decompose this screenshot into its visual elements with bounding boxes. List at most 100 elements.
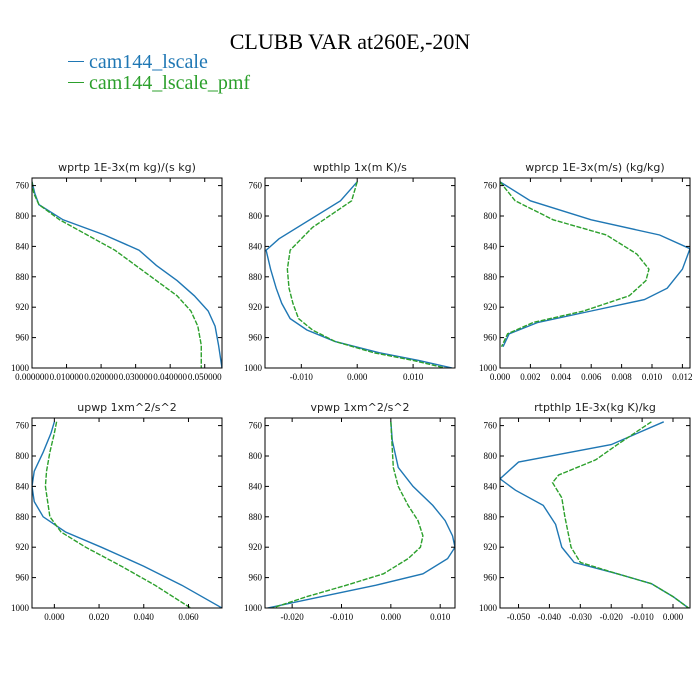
x-tick-label: -0.010 (330, 612, 354, 622)
y-tick-label: 840 (16, 241, 30, 251)
y-tick-label: 880 (484, 512, 498, 522)
y-tick-label: 840 (249, 241, 263, 251)
series-line (286, 181, 449, 368)
y-tick-label: 760 (249, 181, 263, 191)
y-tick-label: 840 (484, 241, 498, 251)
y-tick-label: 920 (249, 542, 263, 552)
y-tick-label: 760 (16, 421, 30, 431)
y-tick-label: 840 (484, 481, 498, 491)
panel-title: wprtp 1E-3x(m kg)/(s kg) (58, 161, 196, 174)
y-tick-label: 800 (249, 451, 263, 461)
chart-panel: vpwp 1xm^2/s^2 760 800 840 880 920 960 1000 -0.0… (244, 401, 456, 622)
y-tick-label: 1000 (11, 603, 30, 613)
legend-label: cam144_lscale_pmf (89, 72, 251, 94)
panel-title: rtpthlp 1E-3x(kg K)/kg (534, 401, 656, 414)
series-line (500, 181, 650, 348)
panel-title: wpthlp 1x(m K)/s (313, 161, 407, 174)
y-tick-label: 840 (16, 481, 30, 491)
x-tick-label: 0.000 (347, 372, 368, 382)
x-tick-label: 0.040000 (153, 372, 187, 382)
x-tick-label: 0.010 (430, 612, 451, 622)
chart-panel: upwp 1xm^2/s^2 760 800 840 880 920 960 1000 0.00… (11, 401, 223, 622)
y-tick-label: 920 (484, 302, 498, 312)
series-line (500, 181, 690, 348)
panel-title: vpwp 1xm^2/s^2 (310, 401, 409, 414)
y-tick-label: 920 (16, 542, 30, 552)
y-tick-label: 920 (16, 302, 30, 312)
x-tick-label: -0.010 (630, 612, 654, 622)
y-tick-label: 800 (484, 451, 498, 461)
x-tick-label: 0.006 (581, 372, 602, 382)
y-tick-label: 1000 (244, 363, 263, 373)
x-tick-label: 0.000000 (15, 372, 49, 382)
x-tick-label: 0.000 (44, 612, 65, 622)
series-line (500, 421, 689, 608)
x-tick-label: 0.010 (642, 372, 663, 382)
y-tick-label: 920 (249, 302, 263, 312)
x-tick-label: 0.020000 (84, 372, 118, 382)
plot-frame (499, 177, 691, 369)
y-tick-label: 1000 (479, 363, 498, 373)
y-tick-label: 960 (249, 333, 263, 343)
series-line (551, 421, 689, 608)
plot-frame (499, 417, 691, 609)
y-tick-label: 760 (484, 181, 498, 191)
x-tick-label: 0.000 (490, 372, 511, 382)
x-tick-label: 0.000 (381, 612, 402, 622)
y-tick-label: 960 (16, 333, 30, 343)
y-tick-label: 960 (484, 573, 498, 583)
legend-item: cam144_lscale (68, 52, 250, 73)
x-tick-label: 0.004 (551, 372, 572, 382)
y-tick-label: 920 (484, 542, 498, 552)
x-tick-label: 0.008 (611, 372, 632, 382)
legend: cam144_lscale cam144_lscale_pmf (68, 52, 250, 94)
y-tick-label: 800 (16, 211, 30, 221)
legend-label: cam144_lscale (89, 51, 208, 73)
y-tick-label: 840 (249, 481, 263, 491)
y-tick-label: 880 (249, 272, 263, 282)
y-tick-label: 960 (249, 573, 263, 583)
x-tick-label: -0.010 (290, 372, 314, 382)
plot-frame (264, 177, 456, 369)
series-line (272, 421, 424, 608)
x-tick-label: 0.002 (520, 372, 540, 382)
y-tick-label: 800 (249, 211, 263, 221)
panel-title: upwp 1xm^2/s^2 (77, 401, 177, 414)
series-line (32, 181, 202, 368)
x-tick-label: 0.012 (672, 372, 692, 382)
series-line (267, 421, 455, 608)
x-tick-label: 0.020 (89, 612, 110, 622)
x-tick-label: 0.040 (134, 612, 155, 622)
x-tick-label: -0.020 (281, 612, 305, 622)
series-line (44, 421, 192, 608)
chart-panel: wprtp 1E-3x(m kg)/(s kg) 760 800 840 880 920 9… (11, 161, 223, 382)
series-line (32, 181, 222, 368)
plot-frame (31, 177, 223, 369)
plot-frame (264, 417, 456, 609)
chart-panel: rtpthlp 1E-3x(kg K)/kg 760 800 840 880 920 960… (479, 401, 691, 622)
y-tick-label: 960 (484, 333, 498, 343)
figure-title: CLUBB VAR at260E,-20N (229, 29, 471, 54)
x-tick-label: -0.020 (600, 612, 624, 622)
legend-line-icon (68, 81, 84, 83)
legend-line-icon (68, 60, 84, 62)
y-tick-label: 880 (16, 512, 30, 522)
x-tick-label: 0.050000 (188, 372, 222, 382)
series-line (32, 421, 222, 608)
legend-item: cam144_lscale_pmf (68, 73, 250, 94)
x-tick-label: -0.030 (569, 612, 593, 622)
x-tick-label: -0.040 (538, 612, 562, 622)
y-tick-label: 760 (249, 421, 263, 431)
y-tick-label: 880 (16, 272, 30, 282)
chart-panel: wprcp 1E-3x(m/s) (kg/kg) 760 800 840 880 920 9… (479, 161, 693, 382)
x-tick-label: 0.030000 (119, 372, 153, 382)
y-tick-label: 1000 (244, 603, 263, 613)
x-tick-label: 0.000 (663, 612, 684, 622)
plot-frame (31, 417, 223, 609)
x-tick-label: 0.060 (178, 612, 199, 622)
y-tick-label: 1000 (11, 363, 30, 373)
y-tick-label: 1000 (479, 603, 498, 613)
panel-title: wprcp 1E-3x(m/s) (kg/kg) (525, 161, 664, 174)
y-tick-label: 800 (484, 211, 498, 221)
